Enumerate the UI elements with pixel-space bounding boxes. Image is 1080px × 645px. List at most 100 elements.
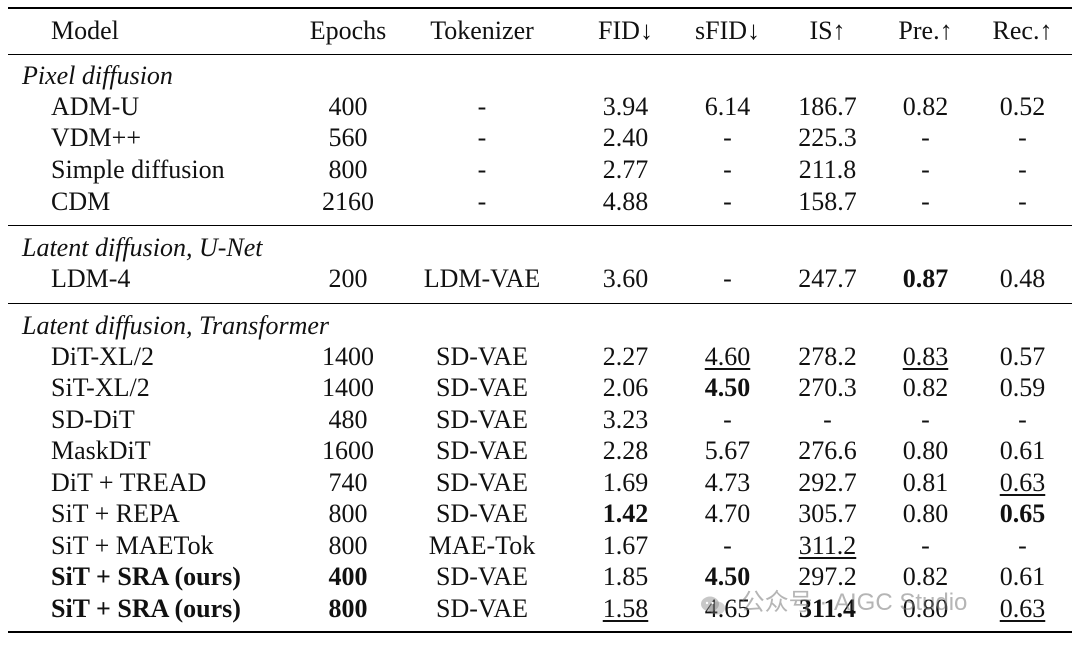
cell-sfid: 4.65 [704, 594, 751, 623]
cell-sfid: - [723, 123, 732, 152]
cell-model: DiT-XL/2 [51, 342, 155, 371]
cell-is: 276.6 [798, 436, 857, 465]
table-row: SiT + REPA 800 SD-VAE 1.42 4.70 305.7 0.… [8, 498, 1072, 529]
header-tokenizer: Tokenizer [430, 16, 534, 45]
cell-is: 158.7 [798, 187, 857, 216]
cell-tokenizer: - [477, 187, 487, 216]
cell-pre: 0.82 [902, 92, 949, 121]
cell-pre: - [921, 531, 930, 560]
header-sfid: sFID↓ [694, 16, 760, 45]
cell-fid: 4.88 [602, 187, 649, 216]
header-fid: FID↓ [598, 16, 653, 45]
cell-sfid: 4.50 [704, 562, 751, 591]
header-epochs: Epochs [309, 16, 387, 45]
cell-model: Simple diffusion [51, 155, 225, 184]
wechat-icon [700, 593, 726, 615]
cell-fid: 2.06 [602, 373, 649, 402]
cell-epochs: 740 [328, 468, 368, 497]
cell-model: LDM-4 [51, 264, 131, 293]
cell-fid: 1.67 [602, 531, 649, 560]
cell-pre: 0.80 [902, 594, 949, 623]
cell-pre: 0.83 [902, 342, 949, 371]
cell-tokenizer: SD-VAE [436, 594, 528, 623]
cell-tokenizer: SD-VAE [436, 562, 528, 591]
cell-model: ADM-U [51, 92, 140, 121]
cell-model: SiT + SRA (ours) [51, 594, 241, 623]
header-model: Model [51, 16, 119, 45]
section-title-unet: Latent diffusion, U-Net [22, 233, 263, 262]
cell-is: 225.3 [798, 123, 857, 152]
cell-rec: 0.63 [999, 468, 1046, 497]
cell-rec: 0.52 [999, 92, 1046, 121]
cell-pre: 0.80 [902, 499, 949, 528]
cell-is: 297.2 [798, 562, 857, 591]
cell-is: 311.4 [798, 594, 857, 623]
cell-epochs: 2160 [322, 187, 374, 216]
cell-rec: - [1018, 123, 1027, 152]
cell-rec: 0.65 [999, 499, 1046, 528]
cell-tokenizer: SD-VAE [436, 342, 528, 371]
cell-tokenizer: SD-VAE [436, 499, 528, 528]
top-rule [8, 7, 1072, 9]
cell-sfid: - [723, 405, 732, 434]
cell-pre: - [921, 405, 930, 434]
cell-epochs: 800 [328, 155, 368, 184]
table-row: ADM-U 400 - 3.94 6.14 186.7 0.82 0.52 [8, 91, 1072, 122]
cell-is: 311.2 [798, 531, 857, 560]
header-recall: Rec.↑ [992, 16, 1053, 45]
cell-epochs: 800 [328, 499, 368, 528]
cell-rec: 0.61 [999, 436, 1046, 465]
cell-tokenizer: LDM-VAE [423, 264, 541, 293]
cell-model: SD-DiT [51, 405, 135, 434]
cell-fid: 1.42 [602, 499, 649, 528]
cell-epochs: 400 [328, 92, 368, 121]
cell-model: SiT + SRA (ours) [51, 562, 241, 591]
header-is: IS↑ [809, 16, 846, 45]
cell-epochs: 400 [328, 562, 368, 591]
cell-rec: 0.63 [999, 594, 1046, 623]
watermark-text: 公众号 · AIGC Studio [740, 589, 968, 616]
cell-epochs: 200 [328, 264, 368, 293]
cell-is: 211.8 [798, 155, 857, 184]
cell-fid: 1.58 [602, 594, 649, 623]
table-row: DiT + TREAD 740 SD-VAE 1.69 4.73 292.7 0… [8, 467, 1072, 498]
cell-model: CDM [51, 187, 111, 216]
cell-pre: - [921, 155, 930, 184]
cell-pre: - [921, 187, 930, 216]
cell-is: 270.3 [798, 373, 857, 402]
cell-epochs: 800 [328, 531, 368, 560]
cell-tokenizer: - [477, 155, 487, 184]
table-header-row: Model Epochs Tokenizer FID↓ sFID↓ IS↑ Pr… [8, 15, 1072, 46]
cell-pre: 0.82 [902, 562, 949, 591]
cell-tokenizer: SD-VAE [436, 468, 528, 497]
cell-sfid: - [723, 187, 732, 216]
header-precision: Pre.↑ [898, 16, 953, 45]
cell-model: MaskDiT [51, 436, 151, 465]
table-row: LDM-4 200 LDM-VAE 3.60 - 247.7 0.87 0.48 [8, 263, 1072, 294]
cell-rec: - [1018, 155, 1027, 184]
cell-tokenizer: SD-VAE [436, 436, 528, 465]
table-row: SiT + SRA (ours) 400 SD-VAE 1.85 4.50 29… [8, 561, 1072, 592]
section-rule [8, 303, 1072, 304]
cell-epochs: 800 [328, 594, 368, 623]
cell-is: 278.2 [798, 342, 857, 371]
watermark: 公众号 · AIGC Studio [700, 586, 967, 620]
cell-is: 186.7 [798, 92, 857, 121]
cell-sfid: - [723, 264, 732, 293]
cell-fid: 3.23 [602, 405, 649, 434]
cell-tokenizer: - [477, 92, 487, 121]
table-row: SD-DiT 480 SD-VAE 3.23 - - - - [8, 404, 1072, 435]
cell-epochs: 1600 [322, 436, 374, 465]
cell-model: SiT + MAETok [51, 531, 214, 560]
table-row: SiT-XL/2 1400 SD-VAE 2.06 4.50 270.3 0.8… [8, 372, 1072, 403]
cell-epochs: 1400 [322, 373, 374, 402]
table-row: VDM++ 560 - 2.40 - 225.3 - - [8, 122, 1072, 153]
cell-is: 292.7 [798, 468, 857, 497]
table-row: SiT + SRA (ours) 800 SD-VAE 1.58 4.65 31… [8, 593, 1072, 624]
cell-sfid: - [723, 155, 732, 184]
cell-rec: 0.57 [999, 342, 1046, 371]
section-title-pixel: Pixel diffusion [22, 61, 173, 90]
cell-fid: 1.85 [602, 562, 649, 591]
cell-fid: 1.69 [602, 468, 649, 497]
cell-fid: 2.77 [602, 155, 649, 184]
